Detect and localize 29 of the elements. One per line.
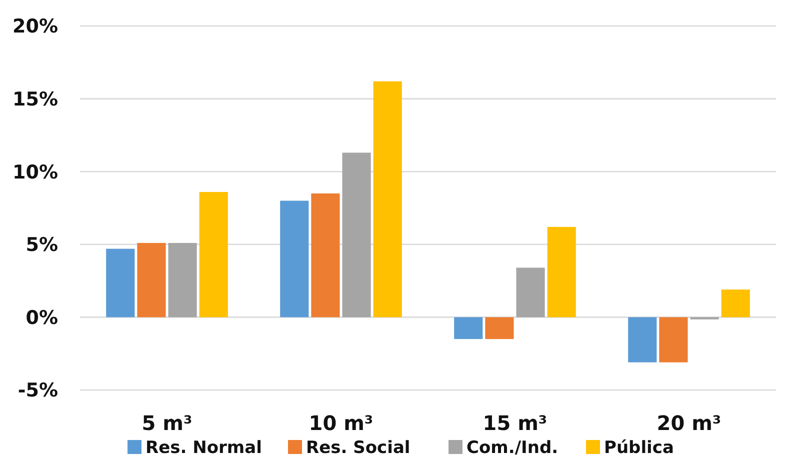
bar — [516, 268, 545, 318]
bar — [106, 248, 135, 318]
bar — [168, 242, 197, 318]
legend-label: Res. Normal — [146, 438, 262, 458]
y-tick-label: 20% — [12, 16, 58, 38]
bar — [280, 200, 309, 318]
bar — [485, 317, 514, 340]
y-tick-label: 10% — [12, 161, 58, 184]
legend-label: Pública — [604, 438, 674, 458]
x-tick-label: 10 m³ — [308, 411, 374, 435]
legend-label: Res. Social — [306, 438, 410, 458]
bar — [373, 81, 402, 318]
bar — [628, 317, 657, 362]
bar — [199, 192, 228, 318]
x-tick-label: 5 m³ — [142, 411, 192, 435]
x-tick-label: 15 m³ — [482, 411, 548, 435]
y-tick-label: 0% — [26, 306, 58, 329]
bar — [659, 317, 688, 362]
bar — [311, 193, 340, 318]
legend-label: Com./Ind. — [466, 438, 558, 458]
bar — [342, 152, 371, 318]
bar — [137, 242, 166, 318]
bar — [547, 226, 576, 318]
x-tick-label: 20 m³ — [656, 411, 722, 435]
y-tick-label: 15% — [12, 88, 58, 110]
y-tick-label: 5% — [26, 234, 58, 256]
y-tick-label: -5% — [18, 380, 58, 402]
bar — [454, 317, 483, 340]
bar — [721, 290, 750, 318]
